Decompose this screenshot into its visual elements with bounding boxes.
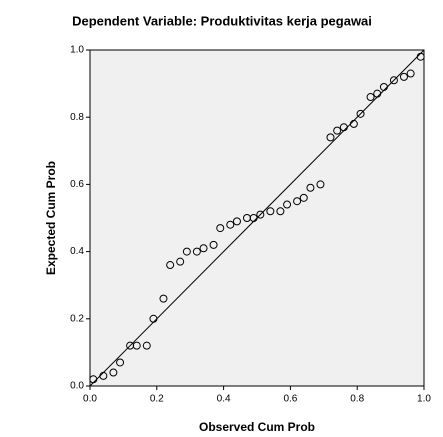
point xyxy=(399,72,408,81)
y-tick-label: 0.0 xyxy=(70,381,84,392)
x-axis-label: Observed Cum Prob xyxy=(199,420,315,434)
y-tick-label: 0.4 xyxy=(70,246,84,257)
point xyxy=(266,207,275,216)
y-tick-label: 0.2 xyxy=(70,313,84,324)
point xyxy=(216,224,225,233)
point xyxy=(306,183,315,192)
point xyxy=(349,119,358,128)
point xyxy=(176,257,185,266)
x-tick-label: 0.0 xyxy=(83,394,97,405)
point xyxy=(149,314,158,323)
point xyxy=(249,214,258,222)
point xyxy=(293,197,302,206)
point xyxy=(132,341,141,350)
y-tick-label: 1.0 xyxy=(70,45,84,56)
point xyxy=(276,207,285,216)
x-tick-label: 0.8 xyxy=(350,394,364,405)
point xyxy=(339,123,348,132)
point xyxy=(316,180,325,189)
point xyxy=(389,76,398,85)
point xyxy=(166,261,175,270)
point xyxy=(199,244,208,253)
point xyxy=(256,210,265,219)
point xyxy=(99,371,108,380)
x-tick-label: 1.0 xyxy=(417,394,431,405)
point xyxy=(283,200,292,209)
point xyxy=(333,126,342,135)
point xyxy=(379,82,388,91)
point xyxy=(142,341,151,350)
point xyxy=(226,220,235,229)
point xyxy=(209,240,218,249)
point xyxy=(356,109,365,118)
point xyxy=(192,247,201,256)
point xyxy=(406,69,415,78)
point xyxy=(232,217,241,226)
point xyxy=(366,93,375,102)
point xyxy=(116,358,125,367)
point xyxy=(299,193,308,202)
point xyxy=(373,89,382,98)
point xyxy=(89,375,98,384)
point xyxy=(182,247,191,256)
x-tick-label: 0.2 xyxy=(150,394,164,405)
point xyxy=(109,368,118,377)
x-tick-label: 0.4 xyxy=(217,394,231,405)
point xyxy=(416,52,425,61)
y-axis-label: Expected Cum Prob xyxy=(44,161,58,275)
y-tick-label: 0.6 xyxy=(70,179,84,190)
point xyxy=(159,294,168,303)
point xyxy=(326,133,335,142)
x-tick-label: 0.6 xyxy=(283,394,297,405)
y-tick-label: 0.8 xyxy=(70,112,84,123)
chart-title: Dependent Variable: Produktivitas kerja … xyxy=(72,13,372,28)
